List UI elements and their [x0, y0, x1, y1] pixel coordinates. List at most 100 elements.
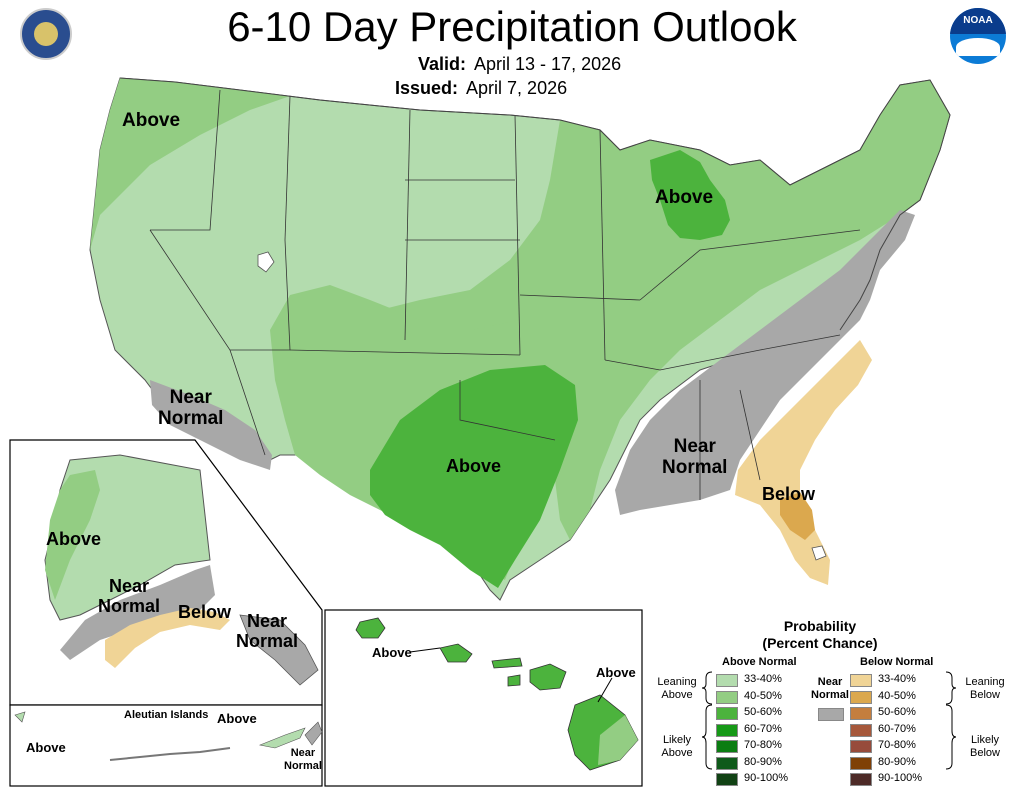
legend-above-swatch: [716, 674, 738, 687]
label-hawaii-above-west: Above: [372, 645, 412, 660]
label-ak-line1: Near: [108, 576, 150, 596]
leaning-below-line1: Leaning: [965, 676, 1005, 688]
legend-near-normal: Near Normal: [800, 676, 860, 702]
legend-above-swatch: [716, 723, 738, 737]
legend-above-swatch: [716, 690, 738, 704]
label-aleutian-islands: Aleutian Islands: [124, 709, 209, 721]
likely-below-line2: Below: [970, 747, 1000, 759]
alaska-panhandle-gray: [239, 614, 319, 686]
legend-below-range-label: 60-70%: [878, 722, 916, 735]
label-ak-line2: Normal: [98, 596, 161, 616]
legend-leaning-above: Leaning Above: [652, 676, 702, 702]
label-aleutian-near-line2: Normal: [284, 760, 322, 772]
leaning-below-line2: Below: [970, 689, 1000, 701]
issued-line: Issued: April 7, 2026: [395, 78, 567, 99]
legend-above-range-label: 90-100%: [744, 772, 789, 784]
legend-title-line1: Probability: [783, 618, 857, 634]
hawaii-kauai: [355, 617, 386, 639]
label-northwest-above: Above: [122, 110, 181, 131]
legend-below-range-label: 70-80%: [878, 739, 916, 751]
valid-label: Valid:: [418, 54, 467, 74]
legend-title: Probability (Percent Chance): [755, 618, 885, 652]
label-ak-east-line1: Near: [246, 611, 288, 631]
label-michigan-above: Above: [655, 187, 714, 208]
legend-above-header: Above Normal: [722, 656, 797, 668]
alaska-gray-region: [60, 565, 215, 660]
leaning-above-line1: Leaning: [657, 676, 697, 688]
label-ak-east-line2: Normal: [236, 631, 299, 651]
label-aleutian-above-west: Above: [26, 740, 66, 755]
valid-line: Valid: April 13 - 17, 2026: [418, 54, 621, 75]
legend-above-range-label: 33-40%: [744, 673, 782, 685]
legend-leaning-below: Leaning Below: [960, 676, 1010, 702]
legend-below-range-label: 50-60%: [878, 706, 916, 718]
valid-value: April 13 - 17, 2026: [474, 54, 622, 74]
label-se-line1: Near: [673, 436, 716, 457]
legend-below-swatch: [850, 707, 872, 720]
legend-below-swatch: [850, 690, 872, 704]
legend-title-line2: (Percent Chance): [762, 635, 878, 651]
noaa-logo-text: NOAA: [963, 15, 993, 26]
near-normal-line2: Normal: [811, 689, 849, 701]
likely-above-line2: Above: [661, 747, 693, 759]
legend-below-range-label: 80-90%: [878, 755, 916, 768]
legend-above-range-label: 40-50%: [744, 689, 782, 702]
legend-likely-below: Likely Below: [960, 734, 1010, 760]
label-aleutian-near-line1: Near: [290, 747, 316, 759]
legend-above-swatch: [716, 740, 738, 753]
label-sw-line1: Near: [169, 387, 212, 408]
conus-southwest-gray-region: [150, 380, 272, 470]
near-normal-line1: Near: [817, 676, 843, 688]
alaska-green-region: [45, 470, 100, 600]
legend-above-swatch: [716, 773, 738, 786]
hawaii-molokai: [491, 657, 523, 669]
alaska-tan-region: [105, 608, 230, 668]
label-sw-line2: Normal: [158, 408, 224, 429]
hawaii-maui: [529, 663, 567, 691]
likely-below-line1: Likely: [970, 734, 1000, 746]
label-hawaii-above-east: Above: [596, 665, 636, 680]
label-alaska-near-normal: Near Normal: [98, 576, 160, 616]
legend-below-range-label: 33-40%: [878, 673, 916, 685]
noaa-logo: NOAA: [950, 8, 1006, 64]
legend-below-range-label: 40-50%: [878, 689, 916, 702]
legend-above-swatch: [716, 756, 738, 770]
hawaii-lanai: [507, 674, 521, 687]
legend-below-swatch: [850, 723, 872, 737]
conus-midwest-green-region: [380, 80, 950, 540]
issued-label: Issued:: [395, 78, 459, 98]
state-lines: [149, 89, 861, 500]
label-alaska-below: Below: [178, 602, 232, 622]
label-texas-above: Above: [446, 456, 502, 476]
label-southwest-near-normal: Near Normal: [158, 387, 223, 429]
conus-southeast-gray-region: [615, 210, 915, 515]
label-alaska-east-near-normal: Near Normal: [236, 611, 298, 651]
label-aleutian-near-normal: Near Normal: [284, 747, 322, 773]
issued-value: April 7, 2026: [466, 78, 568, 98]
label-florida-below: Below: [762, 484, 816, 504]
legend-above-range-label: 80-90%: [744, 755, 782, 768]
seal-icon: [34, 22, 58, 46]
conus-michigan-green-region: [650, 150, 730, 240]
leaning-above-line2: Above: [661, 689, 693, 701]
legend-below-swatch: [850, 740, 872, 753]
hawaii-oahu: [439, 643, 473, 663]
legend-below-swatch: [850, 674, 872, 687]
label-se-line2: Normal: [662, 457, 728, 478]
legend-below-swatch: [850, 756, 872, 770]
conus-florida-tan-dark-region: [780, 492, 815, 540]
likely-above-line1: Likely: [662, 734, 692, 746]
legend-below-header: Below Normal: [860, 656, 934, 668]
commerce-seal: [20, 8, 72, 60]
legend-near-normal-swatch: [818, 708, 844, 721]
legend-likely-above: Likely Above: [652, 734, 702, 760]
label-aleutian-above-east: Above: [217, 711, 257, 726]
conus-northwest-green-region: [90, 78, 290, 250]
label-southeast-near-normal: Near Normal: [662, 436, 727, 478]
legend-above-range-label: 50-60%: [744, 706, 782, 718]
legend-above-range-label: 70-80%: [744, 739, 782, 751]
legend-above-range-label: 60-70%: [744, 722, 782, 735]
legend-below-range-label: 90-100%: [878, 772, 923, 784]
conus-southeast-tan-region: [735, 340, 872, 585]
